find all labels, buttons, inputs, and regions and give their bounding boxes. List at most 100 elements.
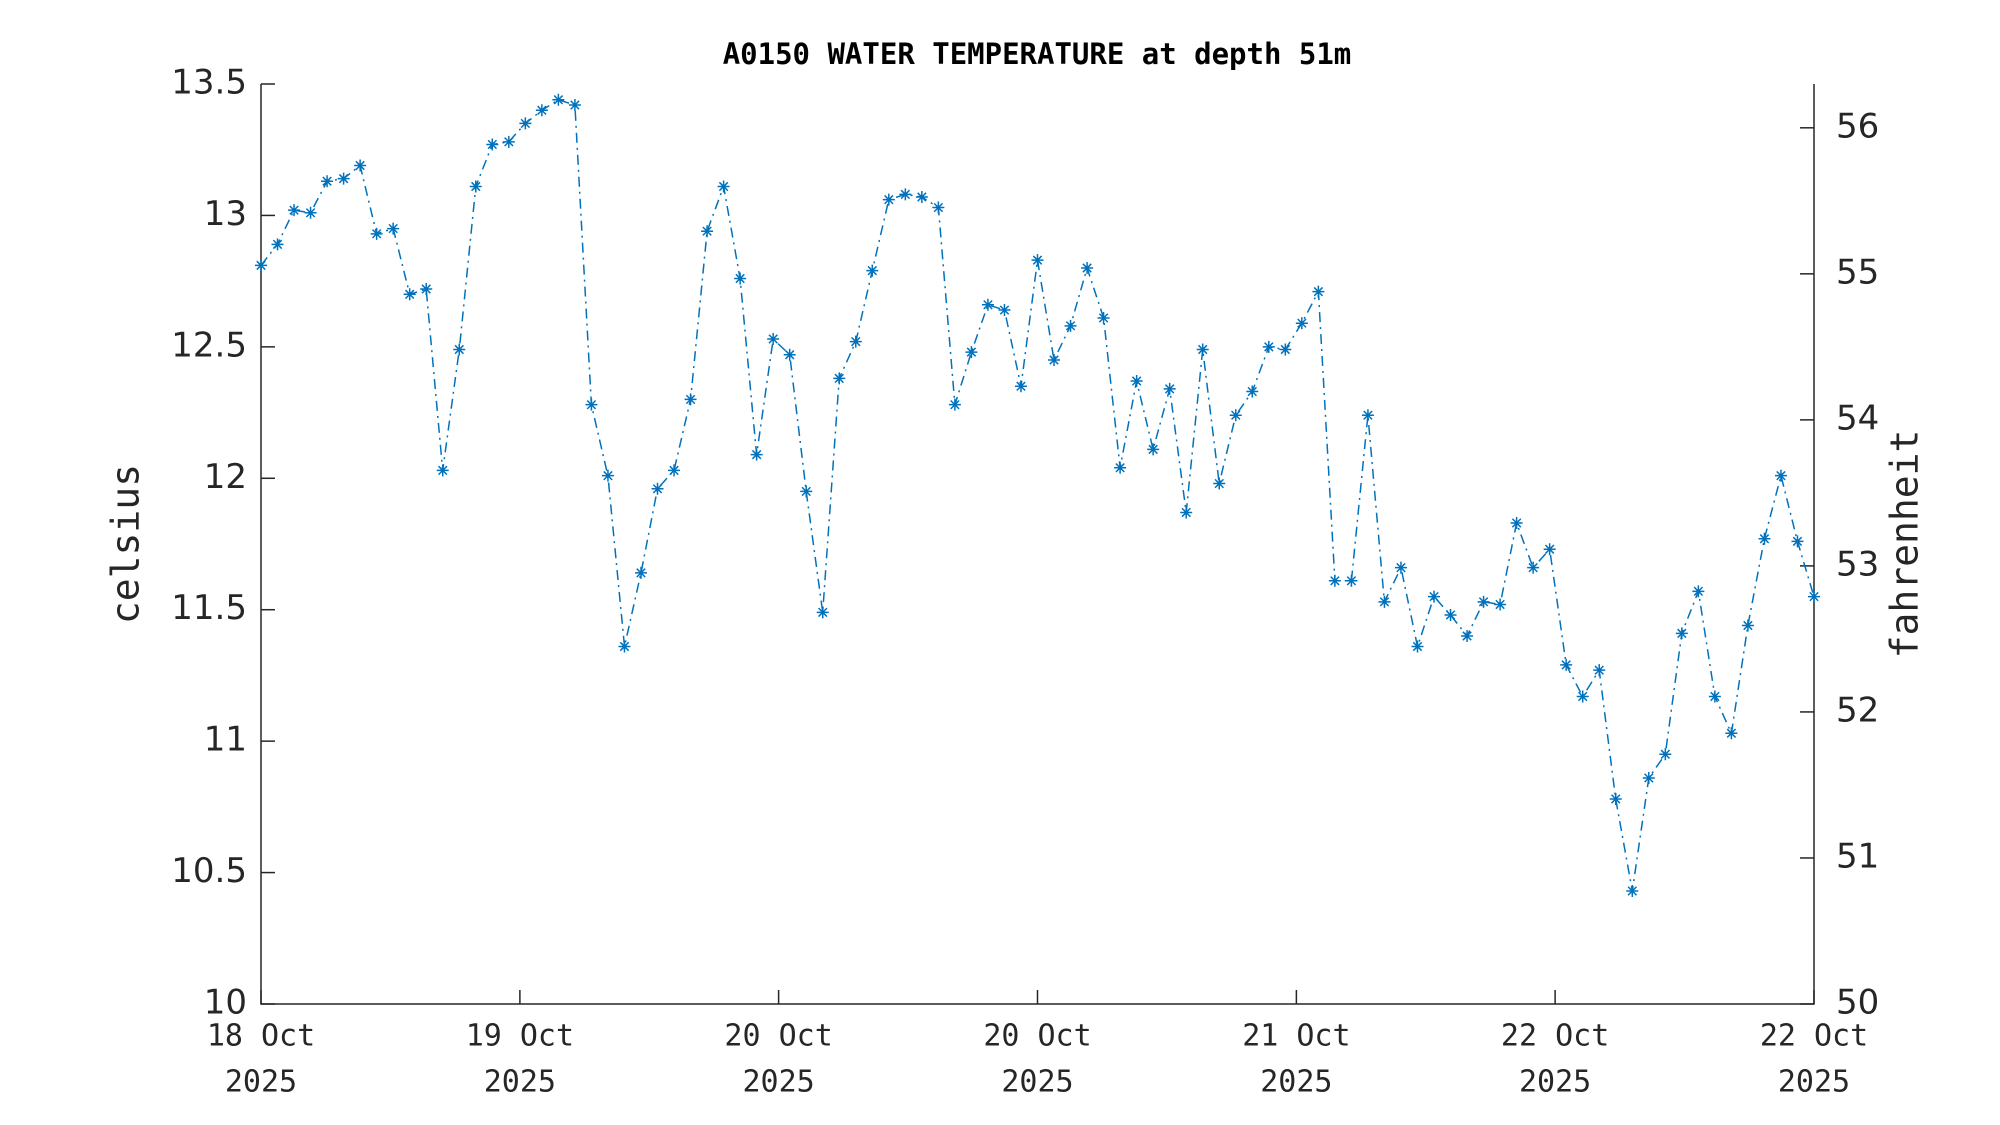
data-marker	[321, 175, 334, 188]
data-marker	[1560, 658, 1573, 671]
chart-title: A0150 WATER TEMPERATURE at depth 51m	[723, 37, 1352, 71]
y-tick-label: 10.5	[171, 851, 247, 891]
data-marker	[387, 222, 400, 235]
data-marker	[420, 283, 433, 296]
data-marker	[354, 159, 367, 172]
data-marker	[1808, 590, 1820, 603]
data-marker	[436, 464, 449, 477]
data-marker	[833, 372, 846, 385]
x-tick-year: 2025	[484, 1065, 556, 1100]
data-marker	[800, 485, 813, 498]
data-marker	[1626, 884, 1639, 897]
data-marker	[1345, 574, 1358, 587]
data-marker	[932, 201, 945, 214]
data-marker	[651, 482, 664, 495]
data-marker	[767, 332, 780, 345]
data-marker	[601, 469, 614, 482]
data-marker	[1593, 664, 1606, 677]
data-marker	[1527, 561, 1540, 574]
x-tick-year: 2025	[1778, 1065, 1850, 1100]
data-marker	[1114, 461, 1127, 474]
y-tick-label: 11.5	[171, 588, 247, 628]
data-marker	[486, 138, 499, 151]
data-marker	[1494, 598, 1507, 611]
data-marker	[337, 172, 350, 185]
data-marker	[882, 193, 895, 206]
data-marker	[750, 448, 763, 461]
x-tick-year: 2025	[225, 1065, 297, 1100]
y-tick-label: 13.5	[171, 63, 247, 103]
x-tick-label: 18 Oct	[207, 1019, 315, 1054]
x-tick-year: 2025	[1519, 1065, 1591, 1100]
data-marker	[1328, 574, 1341, 587]
data-marker	[634, 566, 647, 579]
data-marker	[1791, 535, 1804, 548]
data-line	[260, 98, 1815, 892]
data-marker	[1130, 375, 1143, 388]
data-marker	[1180, 506, 1193, 519]
data-marker	[1246, 385, 1259, 398]
data-marker	[585, 398, 598, 411]
y2-tick-label: 55	[1836, 252, 1879, 292]
data-marker	[255, 259, 267, 272]
data-marker	[370, 227, 383, 240]
data-marker	[1510, 516, 1523, 529]
data-marker	[701, 225, 714, 238]
data-marker	[1741, 619, 1754, 632]
data-marker	[535, 104, 548, 117]
y-tick-label: 12	[204, 457, 247, 497]
data-marker	[453, 343, 466, 356]
data-marker	[998, 304, 1011, 317]
x-tick-label: 21 Oct	[1242, 1019, 1350, 1054]
data-marker	[1659, 748, 1672, 761]
x-tick-label: 20 Oct	[983, 1019, 1091, 1054]
data-marker	[519, 117, 532, 130]
data-marker	[1163, 382, 1176, 395]
data-marker	[717, 180, 730, 193]
y2-tick-label: 53	[1836, 544, 1879, 584]
data-marker	[1064, 319, 1077, 332]
x-tick-label: 20 Oct	[724, 1019, 832, 1054]
data-marker	[1213, 477, 1226, 490]
y2-tick-label: 56	[1836, 106, 1879, 146]
data-marker	[783, 348, 796, 361]
axes-frame	[260, 84, 1815, 1005]
x-tick-label: 22 Oct	[1760, 1019, 1868, 1054]
data-marker	[304, 206, 317, 219]
data-marker	[1229, 409, 1242, 422]
y-tick-label: 10	[204, 983, 247, 1023]
x-tick-year: 2025	[742, 1065, 814, 1100]
data-marker	[618, 640, 631, 653]
x-tick-label: 19 Oct	[466, 1019, 574, 1054]
data-marker	[899, 188, 912, 201]
x-tick-year: 2025	[1001, 1065, 1073, 1100]
data-marker	[1774, 469, 1787, 482]
data-marker	[1279, 343, 1292, 356]
data-marker	[1411, 640, 1424, 653]
data-marker	[1543, 543, 1556, 556]
data-marker	[1444, 608, 1457, 621]
data-marker	[1758, 532, 1771, 545]
y-axis-label: celsius	[104, 464, 148, 624]
data-marker	[1312, 285, 1325, 298]
data-marker	[1378, 595, 1391, 608]
data-marker	[1031, 254, 1044, 267]
y2-axis-label: fahrenheit	[1883, 430, 1927, 659]
data-marker	[1147, 443, 1160, 456]
y-tick-label: 11	[204, 720, 247, 760]
data-marker	[1461, 630, 1474, 642]
y2-tick-label: 50	[1836, 983, 1879, 1023]
x-tick-label: 22 Oct	[1501, 1019, 1609, 1054]
data-marker	[1014, 380, 1027, 393]
data-marker	[403, 288, 416, 301]
data-marker	[1295, 317, 1308, 330]
data-marker	[1048, 354, 1061, 366]
data-marker	[288, 204, 301, 217]
data-marker	[1576, 690, 1589, 703]
data-marker	[1262, 340, 1275, 353]
data-marker	[1708, 690, 1721, 703]
y-tick-label: 12.5	[171, 325, 247, 365]
y2-tick-label: 51	[1836, 836, 1879, 876]
